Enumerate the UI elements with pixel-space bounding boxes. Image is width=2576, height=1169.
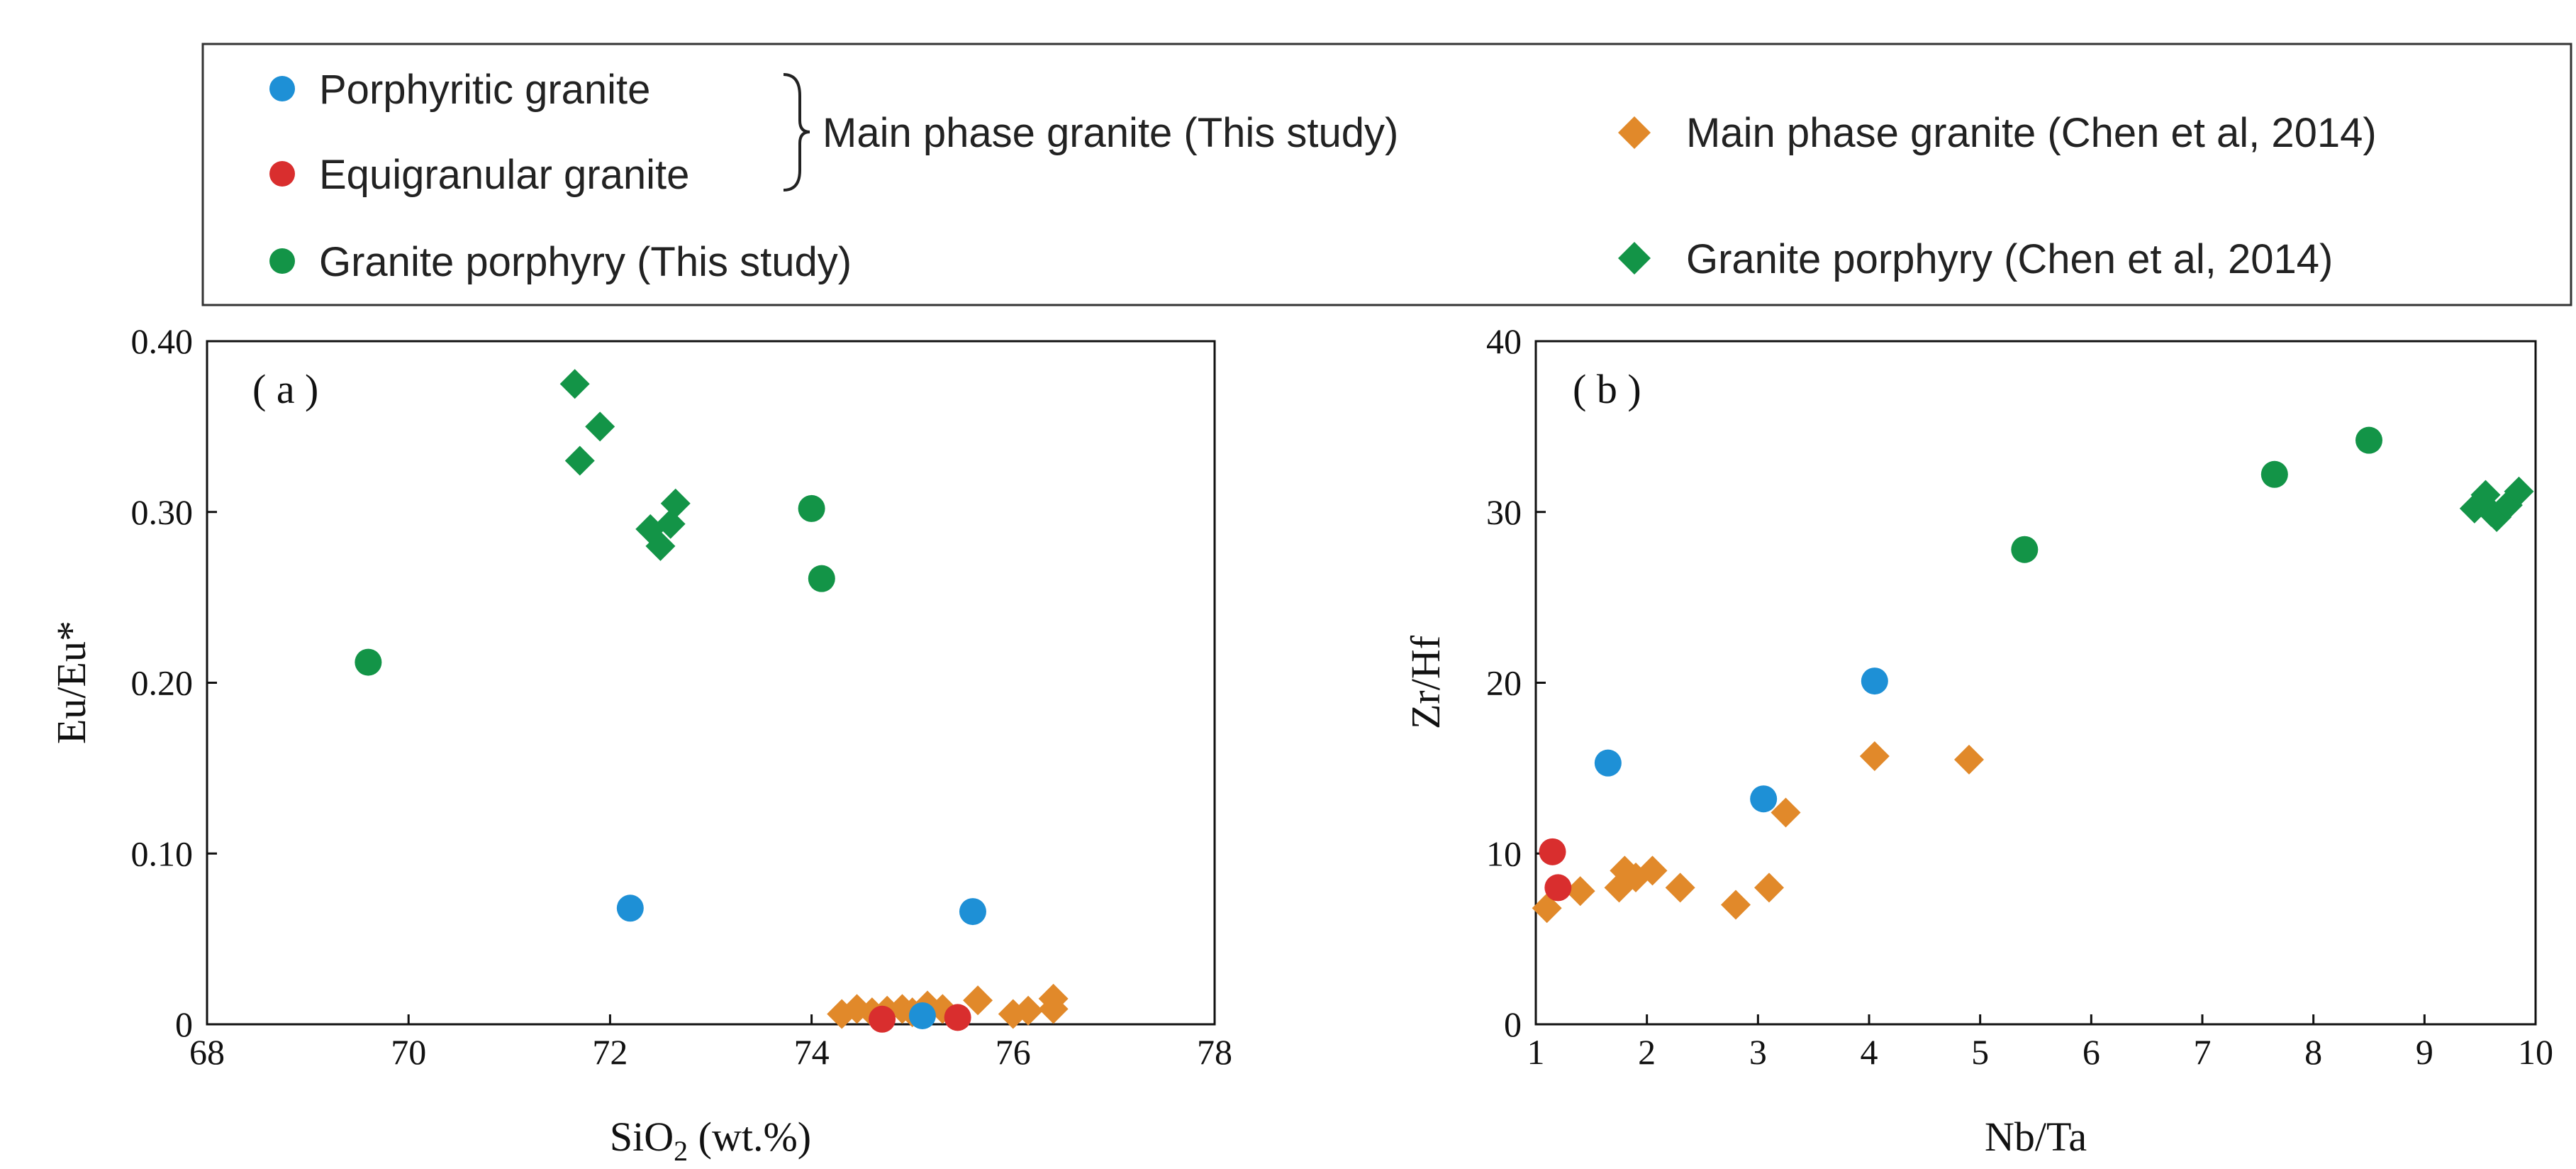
panel-a-frame <box>206 340 1216 1026</box>
panel-a-ytick-label: 0 <box>175 1004 193 1044</box>
panel-b-ytick-label: 0 <box>1504 1004 1522 1044</box>
legend-marker-equigranular <box>269 161 295 187</box>
panel-a-point-main-phase-granite-chen-et-al-2014 <box>963 985 993 1016</box>
panel-b-point-main-phase-granite-chen-et-al-2014 <box>1859 741 1890 772</box>
panel-b-point-main-phase-granite-chen-et-al-2014 <box>1637 855 1668 886</box>
panel-b-point-equigranular-granite <box>1539 838 1566 865</box>
legend-marker-main-chen <box>1618 116 1651 149</box>
legend-frame <box>201 43 2572 306</box>
panel-a-point-granite-porphyry-chen-et-al-2014 <box>559 369 590 399</box>
panel-a-point-granite-porphyry-chen-et-al-2014 <box>585 411 615 442</box>
panel-b-ytick-label: 10 <box>1486 833 1522 873</box>
panel-b-xlabel: Nb/Ta <box>1985 1114 2087 1160</box>
panel-a-xlabel-sub: 2 <box>674 1135 688 1167</box>
panel-a-label: ( a ) <box>252 366 318 412</box>
panel-b-xtick-label: 5 <box>1971 1032 1989 1072</box>
legend-label-porphyritic: Porphyritic granite <box>319 67 650 113</box>
panel-a-ytick-label: 0.20 <box>131 663 194 703</box>
panel-a-xtick-label: 72 <box>592 1032 628 1072</box>
panel-a-point-granite-porphyry-this-study <box>798 494 825 522</box>
panel-b-xtick-label: 7 <box>2194 1032 2212 1072</box>
panel-b-xtick-label: 3 <box>1749 1032 1767 1072</box>
panel-b-xtick-label: 6 <box>2082 1032 2100 1072</box>
panel-a-ytick-label: 0.10 <box>131 833 194 873</box>
panel-a-xtick-label: 70 <box>391 1032 426 1072</box>
panel-b-xtick-label: 4 <box>1861 1032 1878 1072</box>
panel-b-point-porphyritic-granite <box>1594 749 1622 777</box>
legend-label-main-chen: Main phase granite (Chen et al, 2014) <box>1686 110 2377 156</box>
panel-b-ylabel: Zr/Hf <box>1403 635 1449 729</box>
panel-a-point-equigranular-granite <box>944 1004 971 1031</box>
panel-a-ytick-label: 0.30 <box>131 492 194 532</box>
panel-a-ytick-label: 0.40 <box>131 321 194 361</box>
legend-brace <box>783 73 810 192</box>
panel-a-xtick-label: 68 <box>189 1032 225 1072</box>
legend-marker-porphyry-this <box>269 248 295 274</box>
panel-b-point-main-phase-granite-chen-et-al-2014 <box>1532 893 1562 924</box>
panel-a-point-equigranular-granite <box>869 1005 896 1033</box>
legend-label-main-phase-group: Main phase granite (This study) <box>823 110 1398 156</box>
panel-b-point-main-phase-granite-chen-et-al-2014 <box>1954 744 1984 775</box>
panel-b-point-granite-porphyry-chen-et-al-2014 <box>2504 476 2534 506</box>
panel-b-point-main-phase-granite-chen-et-al-2014 <box>1754 872 1784 903</box>
panel-b-xtick-label: 10 <box>2518 1032 2553 1072</box>
panel-b-point-granite-porphyry-this-study <box>2011 536 2039 563</box>
panel-b-point-equigranular-granite <box>1544 874 1572 902</box>
panel-a-point-main-phase-granite-chen-et-al-2014 <box>1038 983 1069 1014</box>
panel-b-point-granite-porphyry-this-study <box>2355 426 2382 454</box>
panel-a-point-granite-porphyry-chen-et-al-2014 <box>564 445 595 476</box>
panel-b-ytick-label: 40 <box>1486 321 1522 361</box>
panel-a-xtick-label: 74 <box>794 1032 830 1072</box>
panel-a-point-granite-porphyry-chen-et-al-2014 <box>655 509 686 539</box>
panel-b-point-porphyritic-granite <box>1750 785 1778 813</box>
panel-b-point-main-phase-granite-chen-et-al-2014 <box>1771 797 1801 828</box>
panel-a-point-granite-porphyry-this-study <box>808 565 835 592</box>
panel-a-point-porphyritic-granite <box>959 898 986 926</box>
panel-b-ticks: 1 2 3 4 5 6 7 8 9 10 0 10 20 30 40 <box>1486 321 2553 1072</box>
panel-b-label: ( b ) <box>1573 366 1641 412</box>
panel-a-xtick-label: 76 <box>996 1032 1031 1072</box>
panel-a-points <box>355 369 1069 1033</box>
panel-b-xtick-label: 1 <box>1527 1032 1545 1072</box>
legend-label-porphyry-this: Granite porphyry (This study) <box>319 239 852 285</box>
legend-marker-porphyritic <box>269 76 295 101</box>
panel-a: ( a ) Eu/Eu* SiO2 (wt.%) 68 70 72 74 76 78 0 0.… <box>48 321 1232 1167</box>
legend-marker-porphyry-chen <box>1618 242 1651 275</box>
legend-label-equigranular: Equigranular granite <box>319 152 689 198</box>
panel-a-point-granite-porphyry-chen-et-al-2014 <box>660 488 691 519</box>
panel-a-point-main-phase-granite-chen-et-al-2014 <box>1013 995 1044 1026</box>
panel-a-ticks: 68 70 72 74 76 78 0 0.10 0.20 0.30 0.40 <box>131 321 1233 1072</box>
panel-b: ( b ) Zr/Hf Nb/Ta 1 2 3 4 5 6 7 8 9 10 0 10 20 30 40 <box>1403 321 2553 1160</box>
panel-b-xtick-label: 9 <box>2416 1032 2433 1072</box>
panel-b-ytick-label: 20 <box>1486 663 1522 703</box>
legend-label-porphyry-chen: Granite porphyry (Chen et al, 2014) <box>1686 236 2333 282</box>
panel-b-point-main-phase-granite-chen-et-al-2014 <box>1565 876 1595 907</box>
panel-a-point-porphyritic-granite <box>616 894 644 922</box>
panel-b-point-granite-porphyry-this-study <box>2260 460 2288 488</box>
panel-b-point-main-phase-granite-chen-et-al-2014 <box>1665 872 1695 903</box>
panel-a-xtick-label: 78 <box>1197 1032 1232 1072</box>
panel-b-point-main-phase-granite-chen-et-al-2014 <box>1721 890 1751 920</box>
panel-b-ytick-label: 30 <box>1486 492 1522 532</box>
panel-b-point-porphyritic-granite <box>1861 667 1888 695</box>
legend: Porphyritic granite Equigranular granite… <box>201 43 2572 306</box>
panel-a-xlabel-rest: (wt.%) <box>688 1114 811 1160</box>
panel-b-points <box>1532 426 2534 924</box>
panel-a-xlabel-main: SiO <box>610 1114 674 1160</box>
panel-a-point-granite-porphyry-chen-et-al-2014 <box>645 531 676 561</box>
panel-b-frame <box>1534 340 2537 1026</box>
panel-a-xlabel: SiO2 (wt.%) <box>610 1114 811 1167</box>
panel-a-point-porphyritic-granite <box>908 1002 936 1029</box>
panel-a-ylabel: Eu/Eu* <box>48 621 94 744</box>
panel-b-xtick-label: 8 <box>2304 1032 2322 1072</box>
panel-a-point-granite-porphyry-this-study <box>355 648 382 676</box>
panel-b-xtick-label: 2 <box>1638 1032 1656 1072</box>
